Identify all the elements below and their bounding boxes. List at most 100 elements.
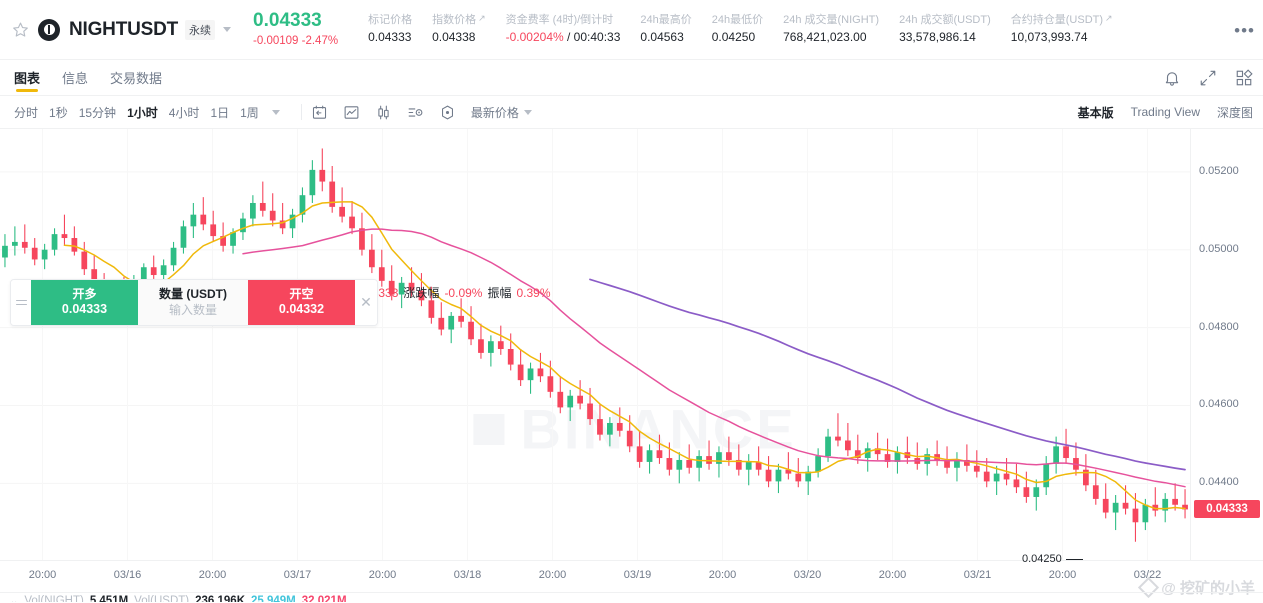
stat-24h-volume-quote: 24h 成交额(USDT) 33,578,986.14 — [899, 12, 991, 48]
open-short-price: 0.04332 — [278, 302, 325, 317]
stat-value: 0.04338 — [432, 30, 476, 45]
chart-toolbar: 分时 1秒 15分钟 1小时 4小时 1日 1周 — [0, 96, 1263, 129]
tab-info[interactable]: 信息 — [62, 71, 89, 86]
settings-icon[interactable] — [439, 104, 456, 121]
price-chart-svg — [0, 129, 1190, 569]
stat-value: 0.04333 — [368, 30, 412, 45]
bell-icon[interactable] — [1163, 69, 1181, 87]
time-axis[interactable]: 20:00 03/16 20:00 03/17 20:00 03/18 20:00 03/19… — [0, 560, 1263, 603]
chevron-down-icon — [523, 109, 532, 115]
chart-view-switcher: 基本版 Trading View 深度图 — [1078, 104, 1253, 121]
timeframe-1w[interactable]: 1周 — [240, 105, 259, 120]
ohlc-amplitude-value: 0.39% — [516, 285, 551, 300]
close-icon[interactable]: ✕ — [355, 280, 377, 325]
stat-open-interest[interactable]: 合约持仓量(USDT) ↗ 10,073,993.74 — [1011, 12, 1113, 48]
quick-trade-box[interactable]: 开多 0.04333 数量 (USDT) 输入数量 开空 0.04332 ✕ — [10, 279, 378, 326]
timeframe-more-caret-icon[interactable] — [271, 109, 280, 115]
stat-label: 资金费率 (4时)/倒计时 — [505, 13, 614, 26]
stat-label: 合约持仓量(USDT) ↗ — [1010, 12, 1113, 26]
price-plot[interactable] — [0, 129, 1190, 569]
time-axis-tick: 20:00 — [368, 569, 397, 581]
chart-area[interactable]: BINANCE 0.05200 0.05000 0.04800 0.04600 0.04… — [0, 129, 1263, 602]
stat-24h-high: 24h最高价 0.04563 — [640, 12, 691, 48]
price-change-abs: -0.00109 — [253, 34, 299, 47]
expand-icon[interactable] — [1199, 69, 1217, 87]
view-basic[interactable]: 基本版 — [1077, 105, 1114, 120]
tab-trade-data[interactable]: 交易数据 — [110, 71, 163, 86]
pair-dropdown-caret-icon[interactable] — [223, 27, 232, 32]
quantity-label: 数量 (USDT) — [159, 286, 227, 301]
stat-label: 指数价格 ↗ — [432, 12, 486, 26]
timeframe-1d[interactable]: 1日 — [210, 105, 230, 120]
stat-value: -0.00204% / 00:40:33 — [505, 30, 621, 45]
ticker-bar: NIGHTUSDT 永续 0.04333 -0.00109 -2.47% 标记价… — [0, 0, 1263, 60]
chevron-down-icon[interactable]: ⌄ — [10, 595, 19, 603]
open-short-label: 开空 — [289, 287, 314, 302]
price-change: -0.00109 -2.47% — [253, 34, 338, 50]
open-short-button[interactable]: 开空 0.04332 — [248, 280, 355, 325]
volume-legend: ⌄ Vol(NIGHT) 5.451M Vol(USDT) 236.196K 2… — [10, 595, 347, 602]
stat-label: 24h最低价 — [711, 13, 764, 26]
view-depth[interactable]: 深度图 — [1216, 105, 1253, 120]
quantity-input[interactable]: 数量 (USDT) 输入数量 — [138, 280, 248, 325]
stat-value: 10,073,993.74 — [1010, 30, 1088, 45]
stat-value: 0.04250 — [711, 30, 756, 45]
stat-funding-rate: 资金费率 (4时)/倒计时 -0.00204% / 00:40:33 — [506, 12, 621, 48]
timeframe-1s[interactable]: 1秒 — [49, 105, 68, 120]
price-axis-tick: 0.05000 — [1199, 242, 1239, 255]
quantity-placeholder: 输入数量 — [168, 302, 217, 317]
toolbar-divider — [300, 104, 302, 120]
layout-grid-icon[interactable] — [1235, 68, 1253, 87]
volume-ma10-value: 32.021M — [301, 595, 347, 602]
stat-value: 33,578,986.14 — [899, 30, 976, 45]
time-axis-tick: 03/18 — [453, 569, 482, 581]
contract-type-tag: 永续 — [185, 19, 216, 40]
timeframe-15m[interactable]: 15分钟 — [78, 105, 117, 120]
low-price-marker: 0.04250 — [1022, 553, 1083, 565]
current-price-badge: 0.04333 — [1194, 500, 1260, 519]
volume-base-value: 5.451M — [89, 595, 129, 602]
indicator-icon[interactable] — [343, 104, 360, 121]
time-axis-tick: 03/19 — [623, 569, 652, 581]
timeframe-1h[interactable]: 1小时 — [127, 105, 158, 120]
ohlc-change-value: -0.09% — [444, 285, 483, 300]
time-axis-tick: 03/16 — [113, 569, 142, 581]
stat-value: 768,421,023.00 — [783, 30, 867, 45]
stat-label: 24h最高价 — [640, 13, 692, 26]
more-horizontal-icon[interactable]: ••• — [1234, 21, 1255, 40]
drag-handle-icon[interactable] — [11, 280, 31, 325]
candlestick-icon[interactable] — [375, 104, 392, 121]
section-tabs: 图表 信息 交易数据 — [0, 60, 1263, 96]
time-axis-tick: 20:00 — [1048, 569, 1077, 581]
favorite-star-icon[interactable] — [8, 18, 32, 42]
view-tradingview[interactable]: Trading View — [1130, 105, 1200, 119]
timeframe-fenshi[interactable]: 分时 — [14, 105, 39, 120]
open-long-price: 0.04333 — [61, 302, 108, 317]
low-price-leader-line — [1065, 558, 1083, 560]
price-axis-tick: 0.04400 — [1199, 476, 1239, 489]
price-axis[interactable]: 0.05200 0.05000 0.04800 0.04600 0.04400 0.043… — [1190, 129, 1263, 569]
stat-index-price[interactable]: 指数价格 ↗ 0.04338 — [432, 12, 486, 48]
open-long-button[interactable]: 开多 0.04333 — [31, 280, 138, 325]
price-mode-selector[interactable]: 最新价格 — [471, 104, 532, 121]
stat-24h-volume-base: 24h 成交量(NIGHT) 768,421,023.00 — [783, 12, 879, 48]
compare-icon[interactable] — [407, 104, 424, 121]
time-axis-tick: 03/22 — [1133, 569, 1162, 581]
time-axis-tick: 03/17 — [283, 569, 312, 581]
calendar-icon[interactable] — [311, 104, 328, 121]
open-long-label: 开多 — [72, 287, 97, 302]
night-coin-icon — [38, 18, 60, 41]
last-price: 0.04333 — [253, 9, 322, 31]
stat-mark-price: 标记价格 0.04333 — [368, 12, 412, 48]
stat-label: 24h 成交额(USDT) — [899, 13, 991, 26]
external-link-icon: ↗ — [1105, 12, 1113, 23]
timeframe-4h[interactable]: 4小时 — [168, 105, 200, 120]
tab-chart[interactable]: 图表 — [14, 60, 40, 96]
volume-quote-value: 236.196K — [195, 595, 245, 602]
ohlc-change-label: 涨跌幅 — [403, 286, 440, 300]
price-axis-tick: 0.04600 — [1199, 398, 1239, 411]
tabrow-icons — [1163, 68, 1253, 87]
funding-countdown: / 00:40:33 — [563, 30, 621, 45]
pair-name: NIGHTUSDT — [69, 18, 179, 40]
